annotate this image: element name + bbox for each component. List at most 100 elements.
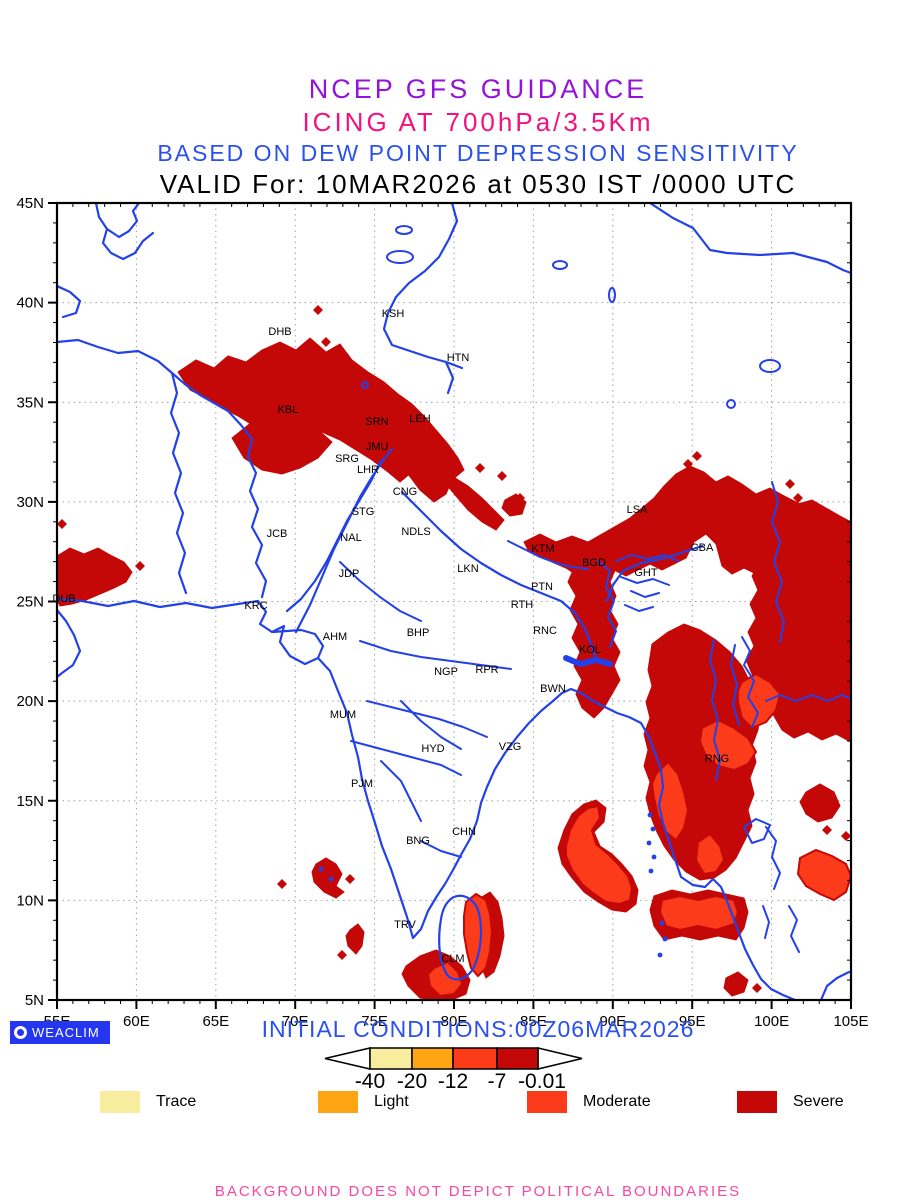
island-dot [328,876,334,882]
station-label-lhr: LHR [357,464,379,476]
colorbar-tick-label: -12 [438,1070,468,1093]
aral-peninsula [94,203,155,261]
station-label-stg: STG [352,506,375,518]
border-pamir-ksh [382,203,464,395]
lat-tick-label: 45N [16,195,44,212]
river-delta-kolkata [563,655,613,667]
colorbar-cell-moderate [452,1047,498,1070]
station-label-jmu: JMU [366,441,389,453]
colorbar-tick-label: -20 [397,1070,427,1093]
border-nepal-south [507,540,589,570]
station-label-ktm: KTM [531,543,554,555]
lat-tick-label: 5N [25,992,44,1009]
station-label-krc: KRC [244,600,267,612]
station-label-rpr: RPR [475,664,498,676]
icing-spot-severe [337,950,347,960]
station-label-srn: SRN [365,416,388,428]
lon-tick-label: 60E [123,1013,150,1030]
india-internal-borders [339,561,512,858]
island-dot [318,866,324,872]
icing-area-moderate [565,804,634,906]
lakes [361,225,781,409]
colorbar-cell-trace [369,1047,413,1070]
lat-tick-label: 20N [16,693,44,710]
station-label-ght: GHT [634,567,658,579]
icing-area-moderate [463,892,494,978]
legend-label: Light [374,1093,409,1110]
icing-spot-severe [785,479,795,489]
island-dot [657,952,663,958]
coastline-main [57,597,851,1000]
station-label-htn: HTN [447,352,470,364]
island-dots [318,812,668,958]
icing-spot-severe [345,874,355,884]
station-label-chn: CHN [452,826,476,838]
icing-spot-severe [497,471,507,481]
lat-tick-label: 40N [16,295,44,312]
station-label-ksh: KSH [382,308,405,320]
station-label-rnc: RNC [533,625,557,637]
lon-tick-label: 85E [520,1013,547,1030]
lon-tick-label: 90E [599,1013,626,1030]
legend-swatch-trace [100,1091,140,1113]
station-label-bgd: BGD [582,557,606,569]
border-china-north [648,203,851,275]
legend-label: Severe [793,1093,844,1110]
island-dot [647,812,653,818]
lon-tick-label: 95E [679,1013,706,1030]
lon-tick-label: 70E [282,1013,309,1030]
legend-item-moderate: Moderate [527,1091,651,1113]
station-label-bwn: BWN [540,683,566,695]
island-dot [662,936,668,942]
icing-area-moderate [426,960,464,998]
colorbar-cell-light [411,1047,454,1070]
station-label-rth: RTH [511,599,533,611]
station-label-ndls: NDLS [401,526,430,538]
icing-area-severe [799,783,841,823]
axis-labels-layer: 55E60E65E70E75E80E85E90E95E100E105E45N40… [16,195,868,1030]
icing-spot-severe [313,305,323,315]
lat-tick-label: 35N [16,394,44,411]
river-indus [285,459,383,613]
icing-spot-severe [822,825,832,835]
disclaimer-text: BACKGROUND DOES NOT DEPICT POLITICAL BOU… [214,1183,742,1200]
legend-item-severe: Severe [737,1091,844,1113]
colorbar-arrow-right [537,1047,583,1070]
icing-area-severe [723,971,749,997]
station-label-kol: KOL [579,644,601,656]
colorbar-arrow-left [324,1047,371,1070]
station-label-cba: CBA [691,542,714,554]
station-label-lkn: LKN [457,563,478,575]
rivers-peninsular [350,700,488,776]
weaclim-logo-badge: WEACLIM [10,1021,110,1044]
colorbar: -40 -20 -12 -7 -0.01 [324,1047,583,1093]
weaclim-logo-text: WEACLIM [32,1025,100,1040]
lat-tick-label: 15N [16,793,44,810]
lat-tick-label: 30N [16,494,44,511]
lat-tick-label: 25N [16,594,44,611]
valid-time-label: VALID For: 10MAR2026 at 0530 IST /0000 U… [159,169,797,199]
island-dot [659,920,665,926]
icing-area-moderate [650,760,690,842]
island-dot [651,854,657,860]
legend-swatch-light [318,1091,358,1113]
icing-spot-severe [841,831,851,841]
station-label-nal: NAL [340,532,361,544]
colorbar-cell-severe [496,1047,539,1070]
station-label-kbl: KBL [278,404,299,416]
station-label-bhp: BHP [407,627,430,639]
colorbar-tick-label: -0.01 [518,1070,566,1093]
srilanka-coast [438,894,483,981]
lon-tick-label: 105E [833,1013,868,1030]
lat-tick-label: 10N [16,892,44,909]
river-ganges [400,490,598,663]
icing-area-severe [311,857,345,899]
borders-northeast-india [597,554,679,648]
icing-spot-severe [475,463,485,473]
legend-swatch-severe [737,1091,777,1113]
icing-spot-severe [321,337,331,347]
severity-legend: Trace Light Moderate Severe [0,1091,900,1117]
icing-spot-severe [692,451,702,461]
